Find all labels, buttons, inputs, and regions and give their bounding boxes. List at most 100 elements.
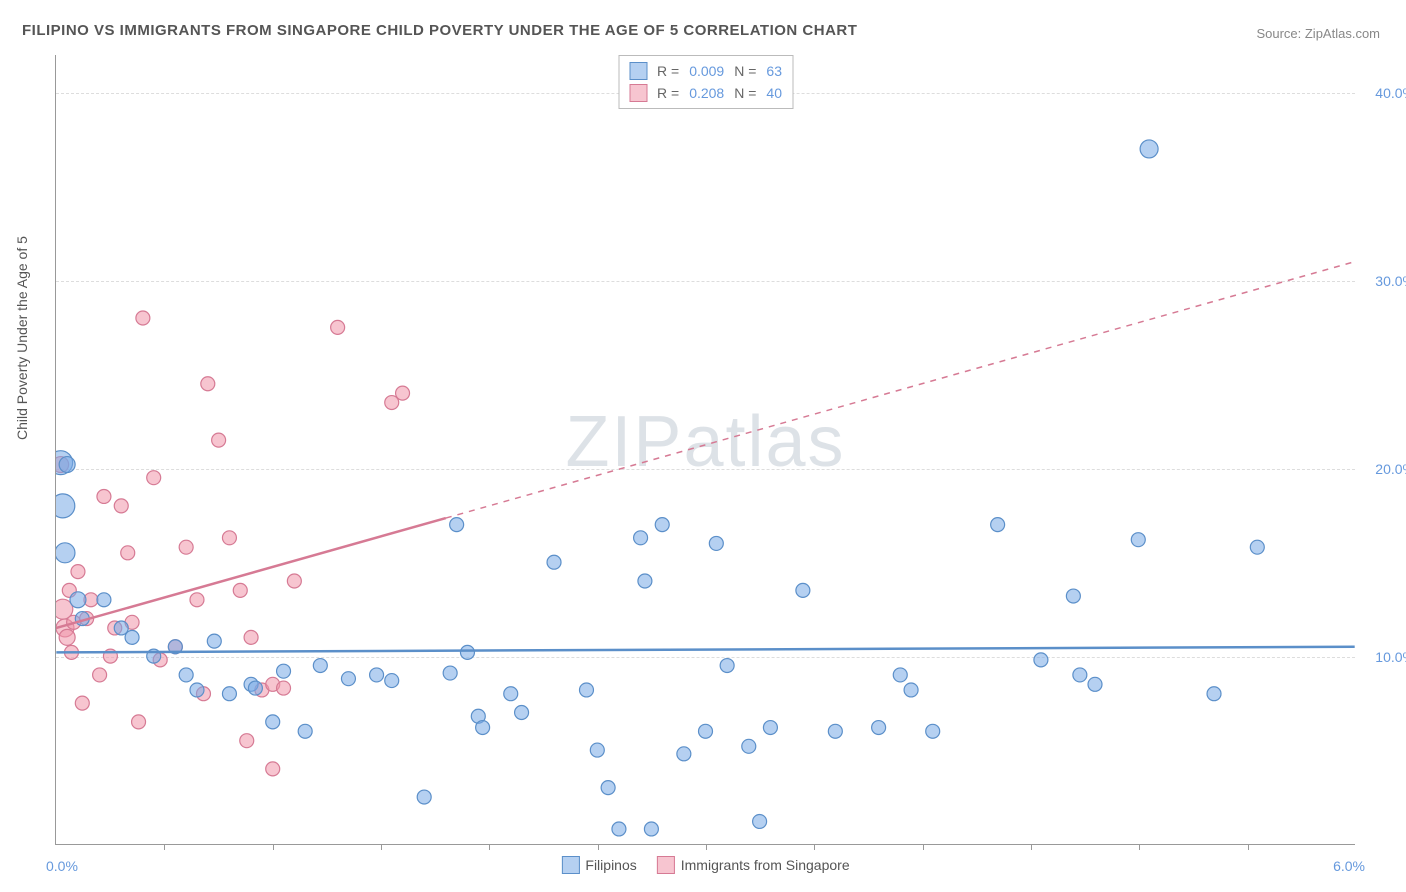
legend-row-filipinos: R = 0.009 N = 63: [629, 60, 782, 82]
data-point: [114, 499, 128, 513]
chart-container: FILIPINO VS IMMIGRANTS FROM SINGAPORE CH…: [0, 0, 1406, 892]
data-point: [655, 518, 669, 532]
data-point: [277, 664, 291, 678]
data-point: [699, 724, 713, 738]
legend-label-singapore: Immigrants from Singapore: [681, 857, 850, 873]
x-tick: [381, 844, 382, 850]
x-tick: [706, 844, 707, 850]
scatter-plot-svg: [56, 55, 1355, 844]
data-point: [1088, 677, 1102, 691]
y-tick-label: 20.0%: [1375, 461, 1406, 477]
x-tick: [1248, 844, 1249, 850]
x-tick: [923, 844, 924, 850]
x-tick: [598, 844, 599, 850]
r-value-singapore: 0.208: [689, 85, 724, 101]
data-point: [190, 683, 204, 697]
data-point: [56, 494, 75, 518]
data-point: [677, 747, 691, 761]
data-point: [753, 814, 767, 828]
data-point: [125, 630, 139, 644]
data-point: [190, 593, 204, 607]
data-point: [277, 681, 291, 695]
data-point: [97, 489, 111, 503]
data-point: [991, 518, 1005, 532]
data-point: [212, 433, 226, 447]
x-axis-max-label: 6.0%: [1333, 858, 1365, 874]
data-point: [926, 724, 940, 738]
data-point: [504, 687, 518, 701]
legend-row-singapore: R = 0.208 N = 40: [629, 82, 782, 104]
trend-line-dashed: [446, 262, 1355, 518]
data-point: [298, 724, 312, 738]
x-tick: [164, 844, 165, 850]
data-point: [872, 721, 886, 735]
data-point: [1140, 140, 1158, 158]
x-tick: [1031, 844, 1032, 850]
data-point: [59, 629, 75, 645]
n-value-singapore: 40: [766, 85, 782, 101]
data-point: [1131, 533, 1145, 547]
r-value-filipinos: 0.009: [689, 63, 724, 79]
data-point: [248, 681, 262, 695]
data-point: [121, 546, 135, 560]
y-axis-label: Child Poverty Under the Age of 5: [14, 236, 30, 440]
y-tick-label: 10.0%: [1375, 649, 1406, 665]
data-point: [1073, 668, 1087, 682]
data-point: [266, 762, 280, 776]
data-point: [266, 715, 280, 729]
legend-item-filipinos: Filipinos: [561, 856, 636, 874]
data-point: [97, 593, 111, 607]
r-label: R =: [657, 85, 679, 101]
data-point: [904, 683, 918, 697]
legend-label-filipinos: Filipinos: [585, 857, 636, 873]
data-point: [179, 668, 193, 682]
data-point: [385, 674, 399, 688]
data-point: [370, 668, 384, 682]
source-label: Source: ZipAtlas.com: [1256, 26, 1380, 41]
data-point: [742, 739, 756, 753]
chart-title: FILIPINO VS IMMIGRANTS FROM SINGAPORE CH…: [22, 22, 857, 39]
y-tick-label: 30.0%: [1375, 273, 1406, 289]
data-point: [634, 531, 648, 545]
data-point: [93, 668, 107, 682]
data-point: [796, 583, 810, 597]
swatch-filipinos: [629, 62, 647, 80]
n-value-filipinos: 63: [766, 63, 782, 79]
data-point: [287, 574, 301, 588]
n-label: N =: [734, 63, 756, 79]
data-point: [460, 645, 474, 659]
x-tick: [1139, 844, 1140, 850]
data-point: [638, 574, 652, 588]
trend-line: [56, 518, 446, 628]
data-point: [590, 743, 604, 757]
data-point: [893, 668, 907, 682]
data-point: [515, 706, 529, 720]
data-point: [720, 659, 734, 673]
data-point: [201, 377, 215, 391]
data-point: [1207, 687, 1221, 701]
data-point: [240, 734, 254, 748]
data-point: [763, 721, 777, 735]
swatch-filipinos: [561, 856, 579, 874]
data-point: [207, 634, 221, 648]
x-tick: [814, 844, 815, 850]
data-point: [56, 543, 75, 563]
data-point: [547, 555, 561, 569]
r-label: R =: [657, 63, 679, 79]
data-point: [612, 822, 626, 836]
data-point: [222, 531, 236, 545]
plot-area: ZIPatlas R = 0.009 N = 63 R = 0.208 N = …: [55, 55, 1355, 845]
data-point: [1066, 589, 1080, 603]
legend-correlation: R = 0.009 N = 63 R = 0.208 N = 40: [618, 55, 793, 109]
x-tick: [489, 844, 490, 850]
data-point: [579, 683, 593, 697]
data-point: [136, 311, 150, 325]
swatch-singapore: [657, 856, 675, 874]
x-tick: [273, 844, 274, 850]
data-point: [341, 672, 355, 686]
data-point: [601, 781, 615, 795]
data-point: [71, 565, 85, 579]
data-point: [443, 666, 457, 680]
data-point: [313, 659, 327, 673]
data-point: [1250, 540, 1264, 554]
